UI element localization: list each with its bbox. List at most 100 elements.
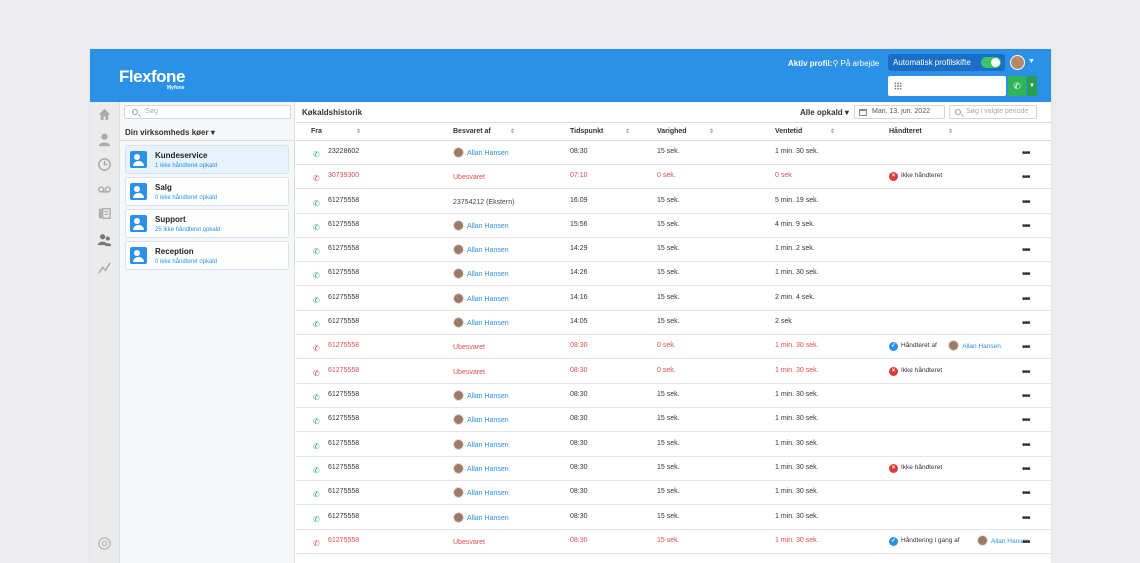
caller-number[interactable]: 61275558 xyxy=(328,221,360,228)
answered-by-agent[interactable]: Allan Hansen xyxy=(467,417,509,424)
more-options-icon[interactable]: ••• xyxy=(1022,294,1030,305)
handled-by-agent[interactable]: Allan Hansen xyxy=(962,343,1001,350)
more-options-icon[interactable]: ••• xyxy=(1022,415,1030,426)
sort-icon[interactable]: ⇕ xyxy=(830,129,836,135)
clock-icon[interactable] xyxy=(97,157,112,172)
table-row[interactable]: ✆ 61275558 Allan Hansen 08:30 15 sek. 1 min. … xyxy=(296,433,1051,457)
caller-number[interactable]: 61275558 xyxy=(328,488,360,495)
answered-by-agent[interactable]: Allan Hansen xyxy=(467,296,509,303)
table-row[interactable]: ✆ 61275558 Allan Hansen 14:29 15 sek. 1 min. … xyxy=(296,238,1051,262)
more-options-icon[interactable]: ••• xyxy=(1022,269,1030,280)
caller-number[interactable]: 61275558 xyxy=(328,342,360,349)
phonebook-icon[interactable] xyxy=(97,206,112,221)
queues-header[interactable]: Din virksomheds køer ▾ xyxy=(125,128,215,137)
sort-icon[interactable]: ⇕ xyxy=(356,129,362,135)
auto-profile-switch[interactable]: Automatisk profilskifte xyxy=(888,54,1005,71)
more-options-icon[interactable]: ••• xyxy=(1022,367,1030,378)
col-answered-by-header[interactable]: Besvaret af xyxy=(453,128,491,135)
answered-by-agent[interactable]: Allan Hansen xyxy=(467,271,509,278)
more-options-icon[interactable]: ••• xyxy=(1022,221,1030,232)
queue-card[interactable]: Salg 0 ikke håndteret opkald xyxy=(125,177,289,206)
more-options-icon[interactable]: ••• xyxy=(1022,197,1030,208)
queue-card[interactable]: Reception 0 ikke håndteret opkald xyxy=(125,241,289,270)
caller-number[interactable]: 61275558 xyxy=(328,318,360,325)
more-options-icon[interactable]: ••• xyxy=(1022,342,1030,353)
answered-by-agent[interactable]: Allan Hansen xyxy=(467,515,509,522)
answered-by-agent[interactable]: Allan Hansen xyxy=(467,320,509,327)
answered-by-agent[interactable]: Allan Hansen xyxy=(467,223,509,230)
more-options-icon[interactable]: ••• xyxy=(1022,172,1030,183)
answered-by-agent[interactable]: Allan Hansen xyxy=(467,490,509,497)
caller-number[interactable]: 61275558 xyxy=(328,245,360,252)
sort-icon[interactable]: ⇕ xyxy=(948,129,954,135)
table-row[interactable]: ✆ 61275558 Allan Hansen 08:30 15 sek. 1 min. … xyxy=(296,384,1051,408)
table-row[interactable]: ✆ 23228602 Allan Hansen 08:30 15 sek. 1 min. … xyxy=(296,141,1051,165)
more-options-icon[interactable]: ••• xyxy=(1022,488,1030,499)
logo[interactable]: Flexfone xyxy=(119,67,185,86)
caller-number[interactable]: 61275558 xyxy=(328,513,360,520)
caller-number[interactable]: 61275558 xyxy=(328,415,360,422)
caller-number[interactable]: 30739300 xyxy=(328,172,360,179)
more-options-icon[interactable]: ••• xyxy=(1022,513,1030,524)
table-row[interactable]: ✆ 61275558 Allan Hansen 08:30 15 sek. 1 min. … xyxy=(296,457,1051,481)
more-options-icon[interactable]: ••• xyxy=(1022,464,1030,475)
call-button[interactable]: ✆ xyxy=(1008,76,1026,96)
table-row[interactable]: ✆ 61275558 Allan Hansen 14:26 15 sek. 1 min. … xyxy=(296,262,1051,286)
more-options-icon[interactable]: ••• xyxy=(1022,537,1030,548)
table-row[interactable]: ✆ 30739300 Ubesvaret 07:10 0 sek. 0 sek × Ikke … xyxy=(296,165,1051,189)
caller-number[interactable]: 23228602 xyxy=(328,148,360,155)
caller-number[interactable]: 61275558 xyxy=(328,440,360,447)
statistics-icon[interactable] xyxy=(97,260,112,275)
more-options-icon[interactable]: ••• xyxy=(1022,391,1030,402)
more-options-icon[interactable]: ••• xyxy=(1022,245,1030,256)
table-row[interactable]: ✆ 61275558 Allan Hansen 14:16 15 sek. 2 min. … xyxy=(296,287,1051,311)
answered-by-agent[interactable]: Allan Hansen xyxy=(467,150,509,157)
table-row[interactable]: ✆ 61275558 Ubesvaret 08:30 0 sek. 1 min. 30 s… xyxy=(296,360,1051,384)
table-row[interactable]: ✆ 61275558 Allan Hansen 14:05 15 sek. 2 sek ••… xyxy=(296,311,1051,335)
answered-by-agent[interactable]: Allan Hansen xyxy=(467,393,509,400)
more-options-icon[interactable]: ••• xyxy=(1022,318,1030,329)
table-row[interactable]: ✆ 61275558 Ubesvaret 08:30 0 sek. 1 min. 30 s… xyxy=(296,335,1051,359)
queue-search-input[interactable]: Søg xyxy=(124,105,291,119)
answered-by-agent[interactable]: Allan Hansen xyxy=(467,466,509,473)
col-handled-header[interactable]: Håndteret xyxy=(889,128,922,135)
more-options-icon[interactable]: ••• xyxy=(1022,440,1030,451)
table-row[interactable]: ✆ 61275558 23754212 (Ekstern) 16:09 15 sek. 5… xyxy=(296,190,1051,214)
col-from-header[interactable]: Fra xyxy=(311,128,322,135)
chevron-down-icon[interactable]: ▼ xyxy=(1028,58,1035,65)
more-options-icon[interactable]: ••• xyxy=(1022,148,1030,159)
table-row[interactable]: ✆ 61275558 Allan Hansen 08:30 15 sek. 1 min. … xyxy=(296,481,1051,505)
table-row[interactable]: ✆ 61275558 Allan Hansen 08:30 15 sek. 1 min. … xyxy=(296,506,1051,530)
sort-icon[interactable]: ⇕ xyxy=(510,129,516,135)
sort-icon[interactable]: ⇕ xyxy=(625,129,631,135)
queue-card[interactable]: Support 25 ikke håndteret opkald xyxy=(125,209,289,238)
period-search-input[interactable]: Søg i valgte periode xyxy=(949,105,1037,119)
active-profile[interactable]: Aktiv profil: ​⚲ På arbejde xyxy=(788,59,879,68)
queue-card[interactable]: Kundeservice 1 ikke håndteret opkald xyxy=(125,145,289,174)
caller-number[interactable]: 61275558 xyxy=(328,367,360,374)
col-wait-header[interactable]: Ventetid xyxy=(775,128,803,135)
call-options-dropdown[interactable]: ▼ xyxy=(1027,76,1037,96)
table-row[interactable]: ✆ 61275558 Allan Hansen 08:30 15 sek. 1 min. … xyxy=(296,408,1051,432)
caller-number[interactable]: 61275558 xyxy=(328,537,360,544)
caller-number[interactable]: 61275558 xyxy=(328,294,360,301)
table-row[interactable]: ✆ 61275558 Allan Hansen 15:56 15 sek. 4 min. … xyxy=(296,214,1051,238)
date-picker[interactable]: Man. 13. jun. 2022 xyxy=(854,105,945,119)
auto-profile-toggle[interactable] xyxy=(981,57,1001,68)
table-row[interactable]: ✆ 61275558 Ubesvaret 08:30 15 sek. 1 min. 30 … xyxy=(296,530,1051,554)
col-duration-header[interactable]: Varighed xyxy=(657,128,687,135)
queue-icon[interactable] xyxy=(97,232,112,247)
user-avatar[interactable] xyxy=(1010,55,1025,70)
col-time-header[interactable]: Tidspunkt xyxy=(570,128,604,135)
caller-number[interactable]: 61275558 xyxy=(328,197,360,204)
voicemail-icon[interactable] xyxy=(97,182,112,197)
caller-number[interactable]: 61275558 xyxy=(328,464,360,471)
home-icon[interactable] xyxy=(97,107,112,122)
help-icon[interactable] xyxy=(97,536,112,551)
contacts-icon[interactable] xyxy=(97,132,112,147)
dial-input[interactable] xyxy=(888,76,1006,96)
caller-number[interactable]: 61275558 xyxy=(328,391,360,398)
call-filter-dropdown[interactable]: Alle opkald ▾ xyxy=(800,108,849,117)
dialpad-icon[interactable] xyxy=(894,82,902,90)
handled-by-agent[interactable]: Allan Hansen xyxy=(991,538,1030,545)
